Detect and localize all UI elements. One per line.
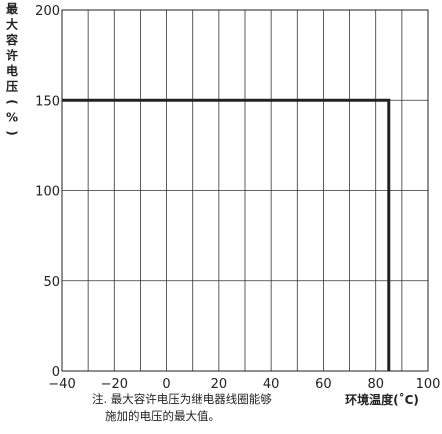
y-axis-label-char: 许 <box>6 48 18 63</box>
plot-frame <box>61 9 429 372</box>
y-axis-label: 最大容许电压 (%) <box>5 2 19 136</box>
x-tick-label: −40 <box>48 377 75 392</box>
y-axis-label-char: ( <box>5 99 19 104</box>
x-tick-label: −20 <box>101 377 128 392</box>
y-axis-label-char: 压 <box>6 80 18 94</box>
y-tick-label: 50 <box>43 275 60 290</box>
x-tick-label: 0 <box>162 377 170 392</box>
y-tick-label: 150 <box>35 94 60 109</box>
y-axis-label-char: 容 <box>5 32 18 47</box>
x-tick-labels: −40 −20 0 20 40 60 80 100 <box>48 377 440 392</box>
x-tick-label: 80 <box>367 377 384 392</box>
y-tick-labels: 0 50 100 150 200 <box>35 4 60 380</box>
x-tick-label: 20 <box>211 377 228 392</box>
grid-lines <box>62 10 428 371</box>
x-tick-label: 40 <box>263 377 280 392</box>
series-line-max-voltage <box>62 98 391 371</box>
y-axis-label-char: 大 <box>6 17 18 32</box>
note-line-2: 施加的电压的最大值。 <box>105 409 220 423</box>
y-axis-label-char: ) <box>5 130 19 135</box>
y-tick-label: 0 <box>52 365 60 380</box>
x-axis-label: 环境温度(˚C) <box>345 392 419 407</box>
x-tick-label: 100 <box>416 377 441 392</box>
note-line-1: 注. 最大容许电压为继电器线圈能够 <box>92 392 272 406</box>
series-lines <box>62 98 391 371</box>
y-tick-label: 200 <box>35 4 60 19</box>
y-axis-label-char: % <box>6 111 18 125</box>
y-tick-label: 100 <box>35 185 60 200</box>
y-axis-label-char: 电 <box>6 63 18 78</box>
y-axis-label-char: 最 <box>6 2 19 16</box>
x-tick-label: 60 <box>315 377 332 392</box>
